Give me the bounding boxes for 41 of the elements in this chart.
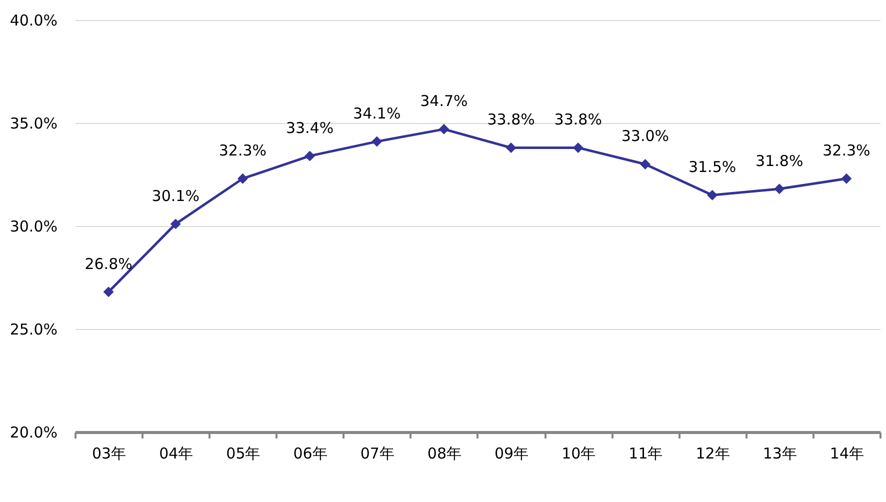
x-tick-label: 09年 xyxy=(494,444,529,462)
point xyxy=(707,190,718,200)
x-tick-label: 13年 xyxy=(762,444,797,462)
data-label: 31.5% xyxy=(688,158,736,176)
data-label: 33.8% xyxy=(487,110,535,129)
y-tick-label: 25.0% xyxy=(10,320,58,338)
y-tick-label: 40.0% xyxy=(10,12,58,30)
data-label: 34.7% xyxy=(420,92,468,110)
y-tick-label: 35.0% xyxy=(10,114,58,132)
point xyxy=(304,150,316,162)
data-label: 32.3% xyxy=(822,142,870,160)
point xyxy=(237,173,248,184)
point xyxy=(841,173,852,184)
point xyxy=(774,184,785,194)
x-tick-label: 11年 xyxy=(628,444,663,462)
x-tick-label: 12年 xyxy=(696,444,730,462)
x-tick-label: 07年 xyxy=(360,444,394,462)
x-tick-label: 06年 xyxy=(293,444,328,462)
x-tick-label: 04年 xyxy=(159,444,194,462)
data-label: 33.0% xyxy=(621,127,670,146)
x-tick-label: 08年 xyxy=(427,444,462,462)
point xyxy=(506,142,516,153)
data-label: 26.8% xyxy=(84,254,132,273)
point xyxy=(372,136,382,147)
y-tick-label: 30.0% xyxy=(10,218,58,236)
data-label: 32.3% xyxy=(218,142,267,160)
x-tick-label: 03年 xyxy=(92,444,126,462)
data-label: 33.4% xyxy=(286,118,334,137)
point xyxy=(438,124,450,134)
x-tick-label: 10年 xyxy=(562,444,596,462)
x-tick-label: 14年 xyxy=(830,444,864,462)
data-label: 30.1% xyxy=(152,186,200,205)
data-label: 34.1% xyxy=(353,104,401,123)
data-label: 33.8% xyxy=(554,110,602,129)
point xyxy=(572,142,584,153)
x-tick-label: 05年 xyxy=(226,444,260,462)
data-label: 31.8% xyxy=(756,152,804,170)
point xyxy=(640,158,650,170)
point xyxy=(170,218,181,230)
y-tick-label: 20.0% xyxy=(10,424,58,442)
point xyxy=(103,286,114,298)
